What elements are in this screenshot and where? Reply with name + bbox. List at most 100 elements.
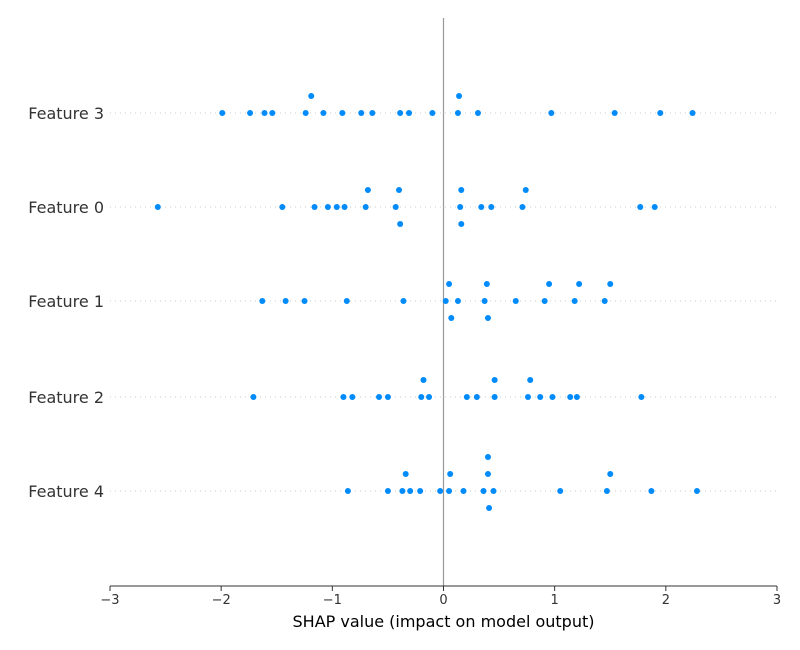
data-point <box>384 394 391 400</box>
data-point <box>484 471 491 477</box>
data-point <box>548 110 555 116</box>
data-point <box>219 110 226 116</box>
data-point <box>693 488 700 494</box>
data-point <box>437 488 444 494</box>
data-point <box>601 298 608 304</box>
data-point <box>324 204 331 210</box>
data-point <box>657 110 664 116</box>
data-point <box>607 281 614 287</box>
data-point <box>454 298 461 304</box>
data-point <box>546 281 553 287</box>
data-point <box>417 488 424 494</box>
data-point <box>571 298 578 304</box>
data-point <box>524 394 531 400</box>
data-point <box>607 471 614 477</box>
data-point <box>418 394 425 400</box>
data-point <box>456 93 463 99</box>
data-point <box>343 298 350 304</box>
data-point <box>349 394 356 400</box>
data-point <box>480 488 487 494</box>
x-tick-label: 1 <box>551 593 559 608</box>
data-point <box>474 110 481 116</box>
data-point <box>250 394 257 400</box>
data-point <box>689 110 696 116</box>
data-point <box>573 394 580 400</box>
data-point <box>259 298 266 304</box>
data-point <box>638 394 645 400</box>
data-point <box>442 298 449 304</box>
data-point <box>154 204 161 210</box>
data-point <box>603 488 610 494</box>
data-point <box>426 394 433 400</box>
data-point <box>279 204 286 210</box>
data-point <box>576 281 583 287</box>
data-point <box>491 394 498 400</box>
feature-label: Feature 1 <box>28 292 104 311</box>
x-tick-label: 0 <box>439 593 447 608</box>
x-axis-label: SHAP value (impact on model output) <box>293 612 595 631</box>
data-point <box>458 187 465 193</box>
data-point <box>362 204 369 210</box>
data-point <box>301 298 308 304</box>
data-point <box>420 377 427 383</box>
data-point <box>406 110 413 116</box>
data-point <box>446 281 453 287</box>
data-point <box>491 377 498 383</box>
data-point <box>541 298 548 304</box>
x-ticks: −3 −2 −1 0 1 2 3 <box>100 586 781 608</box>
data-point <box>490 488 497 494</box>
data-point <box>340 394 347 400</box>
data-point <box>486 505 493 511</box>
data-point <box>341 204 348 210</box>
data-point <box>454 110 461 116</box>
data-point <box>446 488 453 494</box>
data-points <box>154 93 700 511</box>
data-point <box>447 471 454 477</box>
data-point <box>333 204 340 210</box>
data-point <box>567 394 574 400</box>
data-point <box>282 298 289 304</box>
data-point <box>458 221 465 227</box>
data-point <box>648 488 655 494</box>
x-tick-label: −1 <box>323 593 342 608</box>
data-point <box>457 204 464 210</box>
data-point <box>484 454 491 460</box>
data-point <box>483 281 490 287</box>
data-point <box>549 394 556 400</box>
data-point <box>481 298 488 304</box>
data-point <box>460 488 467 494</box>
x-tick-label: 3 <box>773 593 781 608</box>
data-point <box>399 488 406 494</box>
row-guides <box>110 112 777 492</box>
data-point <box>429 110 436 116</box>
data-point <box>651 204 658 210</box>
data-point <box>302 110 309 116</box>
data-point <box>339 110 346 116</box>
data-point <box>369 110 376 116</box>
data-point <box>473 394 480 400</box>
feature-label: Feature 4 <box>28 482 104 501</box>
feature-label: Feature 2 <box>28 388 104 407</box>
feature-label: Feature 3 <box>28 104 104 123</box>
data-point <box>344 488 351 494</box>
data-point <box>247 110 254 116</box>
data-point <box>478 204 485 210</box>
data-point <box>537 394 544 400</box>
data-point <box>392 204 399 210</box>
feature-label: Feature 0 <box>28 198 104 217</box>
data-point <box>358 110 365 116</box>
data-point <box>320 110 327 116</box>
data-point <box>402 471 409 477</box>
data-point <box>522 187 529 193</box>
data-point <box>512 298 519 304</box>
data-point <box>637 204 644 210</box>
data-point <box>611 110 618 116</box>
feature-labels: Feature 3 Feature 0 Feature 1 Feature 2 Feat… <box>28 104 104 501</box>
x-tick-label: 2 <box>662 593 670 608</box>
data-point <box>484 315 491 321</box>
data-point <box>400 298 407 304</box>
data-point <box>463 394 470 400</box>
data-point <box>519 204 526 210</box>
